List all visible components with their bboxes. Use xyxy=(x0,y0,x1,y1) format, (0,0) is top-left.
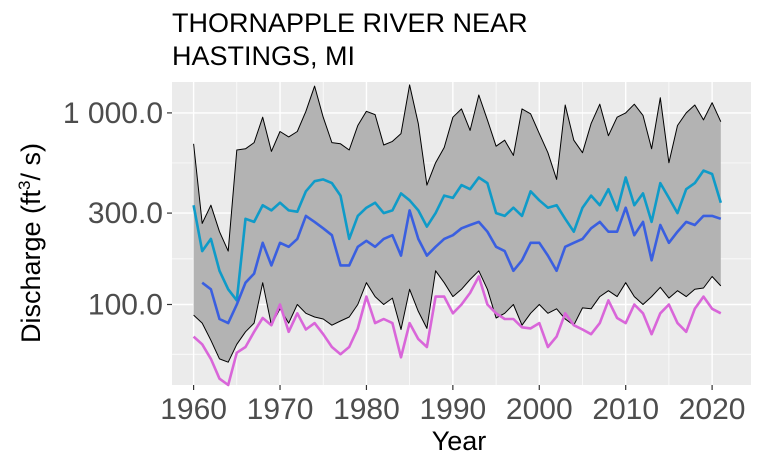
x-tick-label: 2020 xyxy=(679,393,746,426)
y-axis-title-main: Discharge (ft xyxy=(16,189,46,343)
y-axis-title-superscript: 3 xyxy=(15,180,34,189)
x-tick-label: 1990 xyxy=(419,393,486,426)
x-tick-label: 1970 xyxy=(247,393,314,426)
x-tick-label: 1960 xyxy=(160,393,227,426)
x-tick-label: 2000 xyxy=(506,393,573,426)
x-axis-ticks: 1960 1970 1980 1990 2000 2010 2020 xyxy=(160,385,745,426)
series-upper-line xyxy=(192,169,723,302)
x-tick-label: 2010 xyxy=(592,393,659,426)
chart-title-line-1: THORNAPPLE RIVER NEAR xyxy=(172,8,528,38)
y-axis-title-suffix: / s) xyxy=(16,143,46,181)
chart-title-line-2: HASTINGS, MI xyxy=(172,41,355,71)
y-tick-label: 100.0 xyxy=(88,288,163,321)
x-axis-title: Year xyxy=(432,426,487,456)
y-tick-label: 1 000.0 xyxy=(63,97,163,130)
series-lower-line xyxy=(192,275,722,387)
plot-panel xyxy=(172,82,751,387)
y-axis-ticks: 100.0 300.0 1 000.0 xyxy=(63,97,172,321)
y-tick-label: 300.0 xyxy=(88,197,163,230)
x-tick-label: 1980 xyxy=(333,393,400,426)
ribbon-upper-edge xyxy=(193,84,722,252)
y-axis-title: Discharge (ft3/ s) xyxy=(15,143,46,343)
series-middle-line xyxy=(201,206,722,325)
range-ribbon xyxy=(193,84,721,363)
